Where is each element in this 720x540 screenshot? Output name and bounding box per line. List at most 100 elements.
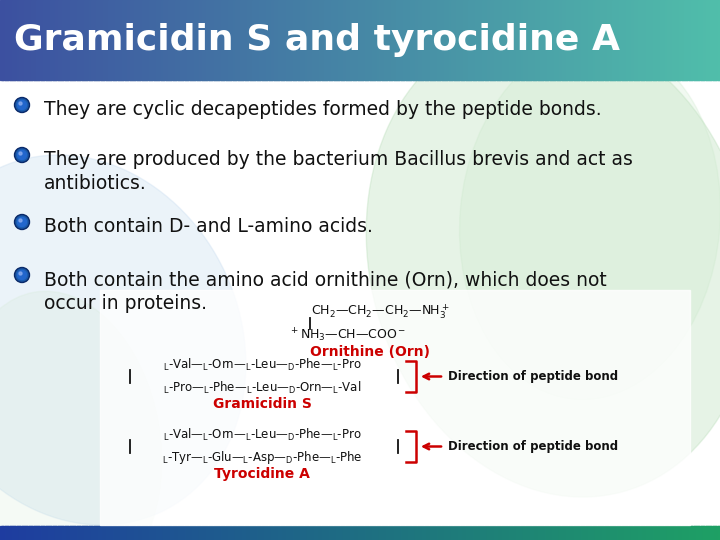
Bar	[425, 526, 428, 540]
Bar	[684, 0, 688, 80]
Bar	[521, 0, 524, 80]
Bar	[247, 526, 251, 540]
Bar	[214, 0, 217, 80]
Bar	[420, 526, 423, 540]
Bar	[36, 0, 40, 80]
Bar	[343, 526, 346, 540]
Bar	[415, 526, 418, 540]
Bar	[629, 0, 632, 80]
Bar	[108, 526, 112, 540]
Bar	[360, 526, 364, 540]
Bar	[55, 0, 58, 80]
Bar	[504, 526, 508, 540]
Bar	[235, 526, 238, 540]
Bar	[456, 0, 459, 80]
Bar	[261, 526, 265, 540]
Bar	[336, 0, 339, 80]
Bar	[14, 0, 18, 80]
Bar	[146, 526, 150, 540]
Bar	[297, 526, 301, 540]
Bar	[554, 0, 558, 80]
Bar	[362, 0, 366, 80]
Bar	[451, 0, 454, 80]
Bar	[382, 526, 385, 540]
Bar	[41, 526, 44, 540]
Bar	[9, 526, 13, 540]
Bar	[343, 0, 346, 80]
Circle shape	[14, 147, 30, 163]
Bar	[509, 526, 512, 540]
Bar	[595, 526, 598, 540]
Bar	[38, 0, 42, 80]
Bar	[279, 0, 282, 80]
Bar	[459, 0, 462, 80]
Circle shape	[14, 98, 30, 112]
Bar	[679, 526, 683, 540]
Bar	[315, 0, 318, 80]
Bar	[682, 526, 685, 540]
Bar	[650, 0, 654, 80]
Bar	[235, 0, 238, 80]
Bar	[439, 526, 443, 540]
Bar	[569, 0, 572, 80]
Bar	[24, 526, 27, 540]
Bar	[667, 0, 670, 80]
Bar	[441, 526, 445, 540]
Bar	[461, 0, 464, 80]
Bar	[480, 0, 483, 80]
Bar	[549, 0, 553, 80]
Bar	[338, 0, 342, 80]
Bar	[576, 0, 580, 80]
Text: Gramicidin S: Gramicidin S	[212, 397, 312, 411]
Bar	[643, 0, 647, 80]
Bar	[605, 526, 608, 540]
Bar	[336, 526, 339, 540]
Bar	[605, 0, 608, 80]
Bar	[194, 0, 198, 80]
Bar	[194, 526, 198, 540]
Bar	[497, 0, 500, 80]
Bar	[377, 0, 380, 80]
Bar	[274, 526, 277, 540]
Bar	[372, 526, 375, 540]
Bar	[7, 526, 11, 540]
Bar	[405, 0, 409, 80]
Bar	[542, 0, 546, 80]
Bar	[240, 526, 243, 540]
Bar	[96, 0, 99, 80]
Bar	[557, 0, 560, 80]
Bar	[5, 526, 8, 540]
Bar	[209, 0, 212, 80]
Bar	[384, 0, 387, 80]
Bar	[567, 0, 570, 80]
Bar	[410, 526, 414, 540]
Bar	[139, 526, 143, 540]
Bar	[178, 526, 181, 540]
Bar	[130, 526, 133, 540]
Bar	[621, 526, 625, 540]
Text: $^+$NH$_3$—CH—COO$^-$: $^+$NH$_3$—CH—COO$^-$	[289, 326, 407, 343]
Bar	[180, 526, 184, 540]
Bar	[706, 526, 709, 540]
Bar	[89, 0, 92, 80]
Bar	[535, 526, 539, 540]
Bar	[355, 0, 359, 80]
Bar	[137, 0, 140, 80]
Bar	[701, 526, 704, 540]
Bar	[271, 526, 274, 540]
Bar	[631, 0, 634, 80]
Text: Direction of peptide bond: Direction of peptide bond	[448, 440, 618, 453]
Bar	[281, 0, 284, 80]
Bar	[63, 526, 66, 540]
Bar	[598, 526, 601, 540]
Bar	[389, 0, 392, 80]
Bar	[45, 526, 49, 540]
Bar	[614, 0, 618, 80]
Bar	[374, 0, 378, 80]
Bar	[305, 526, 308, 540]
Bar	[156, 0, 159, 80]
Bar	[127, 526, 130, 540]
Bar	[204, 526, 207, 540]
Bar	[427, 0, 431, 80]
Bar	[355, 526, 359, 540]
